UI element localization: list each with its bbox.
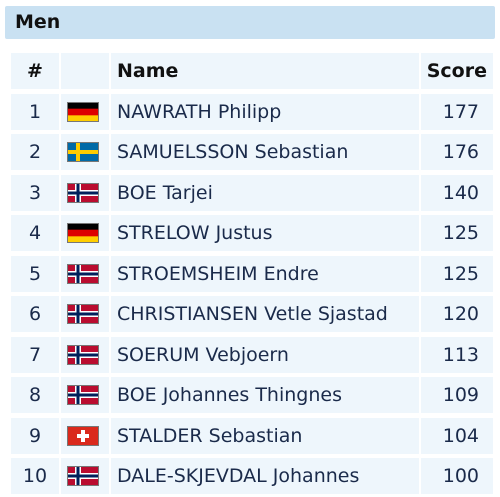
- column-header-flag: [61, 53, 109, 89]
- athlete-name: SOERUM Vebjoern: [111, 336, 419, 373]
- panel-title: Men: [5, 6, 495, 39]
- athlete-name: DALE-SKJEVDAL Johannes: [111, 458, 419, 494]
- table-row: 7 SOERUM Vebjoern 113: [5, 335, 495, 376]
- rank-cell: 5: [11, 255, 59, 292]
- flag-cell: [61, 377, 109, 413]
- table-row: 4 STRELOW Justus 125: [5, 213, 495, 254]
- column-header-score: Score: [421, 53, 493, 89]
- standings-table: # Name Score 1 NAWRATH Philipp 177 2 SAMUELS…: [5, 51, 495, 497]
- score-cell: 120: [421, 296, 493, 332]
- score-cell: 113: [421, 336, 493, 373]
- score-cell: 100: [421, 458, 493, 494]
- athlete-name: BOE Tarjei: [111, 174, 419, 211]
- standings-panel: Men # Name Score 1 NAWRATH Philipp 177 2 SAM…: [5, 6, 495, 494]
- table-body: 1 NAWRATH Philipp 177 2 SAMUELSSON Sebastian…: [5, 92, 495, 497]
- rank-cell: 10: [11, 458, 59, 494]
- flag-cell: [61, 174, 109, 211]
- score-cell: 177: [421, 93, 493, 130]
- rank-cell: 3: [11, 174, 59, 211]
- score-cell: 109: [421, 377, 493, 413]
- score-cell: 125: [421, 215, 493, 251]
- athlete-name: BOE Johannes Thingnes: [111, 377, 419, 413]
- athlete-name: NAWRATH Philipp: [111, 93, 419, 130]
- rank-cell: 2: [11, 134, 59, 170]
- athlete-name: STRELOW Justus: [111, 215, 419, 251]
- table-row: 8 BOE Johannes Thingnes 109: [5, 375, 495, 416]
- flag-cell: [61, 417, 109, 454]
- flag-cell: [61, 336, 109, 373]
- rank-cell: 9: [11, 417, 59, 454]
- rank-cell: 4: [11, 215, 59, 251]
- score-cell: 176: [421, 134, 493, 170]
- table-row: 9 STALDER Sebastian 104: [5, 416, 495, 457]
- flag-cell: [61, 255, 109, 292]
- table-row: 1 NAWRATH Philipp 177: [5, 92, 495, 133]
- flag-cell: [61, 296, 109, 332]
- column-header-name: Name: [111, 53, 419, 89]
- table-header-row: # Name Score: [5, 51, 495, 92]
- table-row: 10 DALE-SKJEVDAL Johannes 100: [5, 456, 495, 497]
- flag-cell: [61, 134, 109, 170]
- score-cell: 140: [421, 174, 493, 211]
- table-row: 3 BOE Tarjei 140: [5, 173, 495, 214]
- flag-cell: [61, 93, 109, 130]
- rank-cell: 1: [11, 93, 59, 130]
- rank-cell: 6: [11, 296, 59, 332]
- athlete-name: CHRISTIANSEN Vetle Sjastad: [111, 296, 419, 332]
- table-row: 2 SAMUELSSON Sebastian 176: [5, 132, 495, 173]
- athlete-name: STALDER Sebastian: [111, 417, 419, 454]
- score-cell: 125: [421, 255, 493, 292]
- rank-cell: 8: [11, 377, 59, 413]
- flag-cell: [61, 215, 109, 251]
- athlete-name: SAMUELSSON Sebastian: [111, 134, 419, 170]
- rank-cell: 7: [11, 336, 59, 373]
- table-row: 6 CHRISTIANSEN Vetle Sjastad 120: [5, 294, 495, 335]
- score-cell: 104: [421, 417, 493, 454]
- flag-cell: [61, 458, 109, 494]
- column-header-rank: #: [11, 53, 59, 89]
- athlete-name: STROEMSHEIM Endre: [111, 255, 419, 292]
- table-row: 5 STROEMSHEIM Endre 125: [5, 254, 495, 295]
